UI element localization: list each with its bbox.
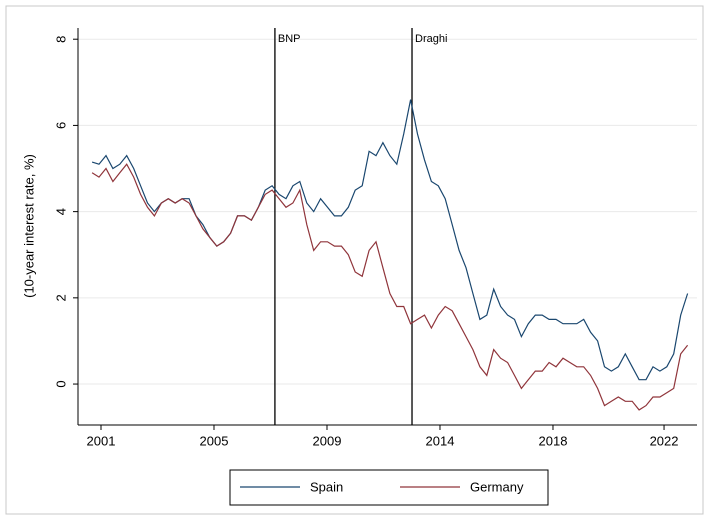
x-tick-label: 2018 <box>539 433 568 448</box>
event-label: BNP <box>278 33 301 45</box>
y-tick-label: 2 <box>53 294 68 301</box>
legend-label: Germany <box>470 479 524 494</box>
y-axis-label: (10-year interest rate, %) <box>21 154 36 298</box>
series-line <box>91 99 689 381</box>
series-line <box>91 163 689 411</box>
event-label: Draghi <box>415 33 447 45</box>
x-tick-label: 2009 <box>313 433 342 448</box>
y-tick-label: 4 <box>53 208 68 215</box>
x-tick-label: 2022 <box>650 433 679 448</box>
x-tick-label: 2014 <box>426 433 455 448</box>
y-tick-label: 0 <box>53 380 68 387</box>
y-tick-label: 6 <box>53 122 68 129</box>
x-tick-label: 2005 <box>200 433 229 448</box>
y-tick-label: 8 <box>53 36 68 43</box>
x-tick-label: 2001 <box>87 433 116 448</box>
legend-label: Spain <box>310 479 343 494</box>
outer-frame <box>5 5 704 515</box>
